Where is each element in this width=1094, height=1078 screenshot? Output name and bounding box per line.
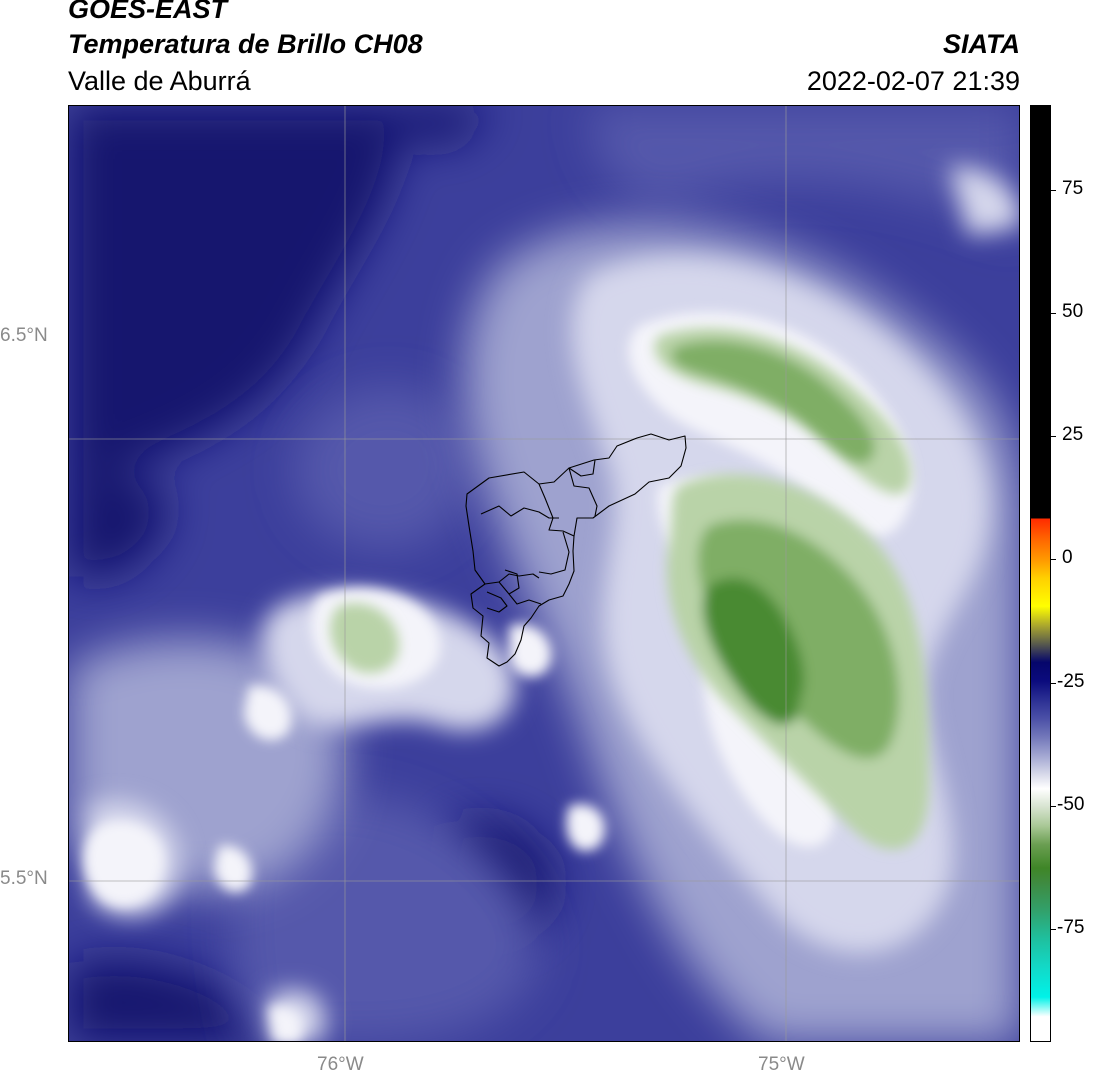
product-title: Temperatura de Brillo CH08 [68,29,423,59]
colorbar [1030,105,1051,1042]
colorbar-label-75: 75 [1062,178,1084,199]
lon-label-75w: 75°W [758,1054,805,1075]
region-subtitle: Valle de Aburrá [68,66,251,96]
satellite-map[interactable] [68,105,1020,1042]
colorbar-tick-25 [1051,436,1056,437]
lat-label-6-5n: 6.5°N [0,325,48,346]
colorbar-label-neg75: -75 [1057,917,1085,938]
agency-label: SIATA [943,29,1020,59]
satellite-title: GOES-EAST [68,0,228,24]
green-cold-cloud-tops [330,328,929,850]
colorbar-tick-50 [1051,313,1056,314]
colorbar-tick-0 [1051,559,1056,560]
colorbar-tick-neg75 [1051,929,1056,930]
colorbar-tick-neg25 [1051,683,1056,684]
mid-tone-areas [232,106,1019,1041]
colorbar-label-0: 0 [1062,547,1073,568]
colorbar-label-25: 25 [1062,424,1084,445]
colorbar-tick-neg50 [1051,806,1056,807]
colorbar-label-50: 50 [1062,301,1084,322]
municipal-boundaries [465,433,687,667]
datetime-label: 2022-02-07 21:39 [806,66,1020,96]
brightness-temperature-field [69,106,1019,1041]
lon-label-76w: 76°W [317,1054,364,1075]
colorbar-label-neg50: -50 [1057,794,1085,815]
colorbar-tick-75 [1051,190,1056,191]
colorbar-label-neg25: -25 [1057,671,1085,692]
lat-label-5-5n: 5.5°N [0,868,48,889]
graticule-gridlines [69,106,1019,1041]
